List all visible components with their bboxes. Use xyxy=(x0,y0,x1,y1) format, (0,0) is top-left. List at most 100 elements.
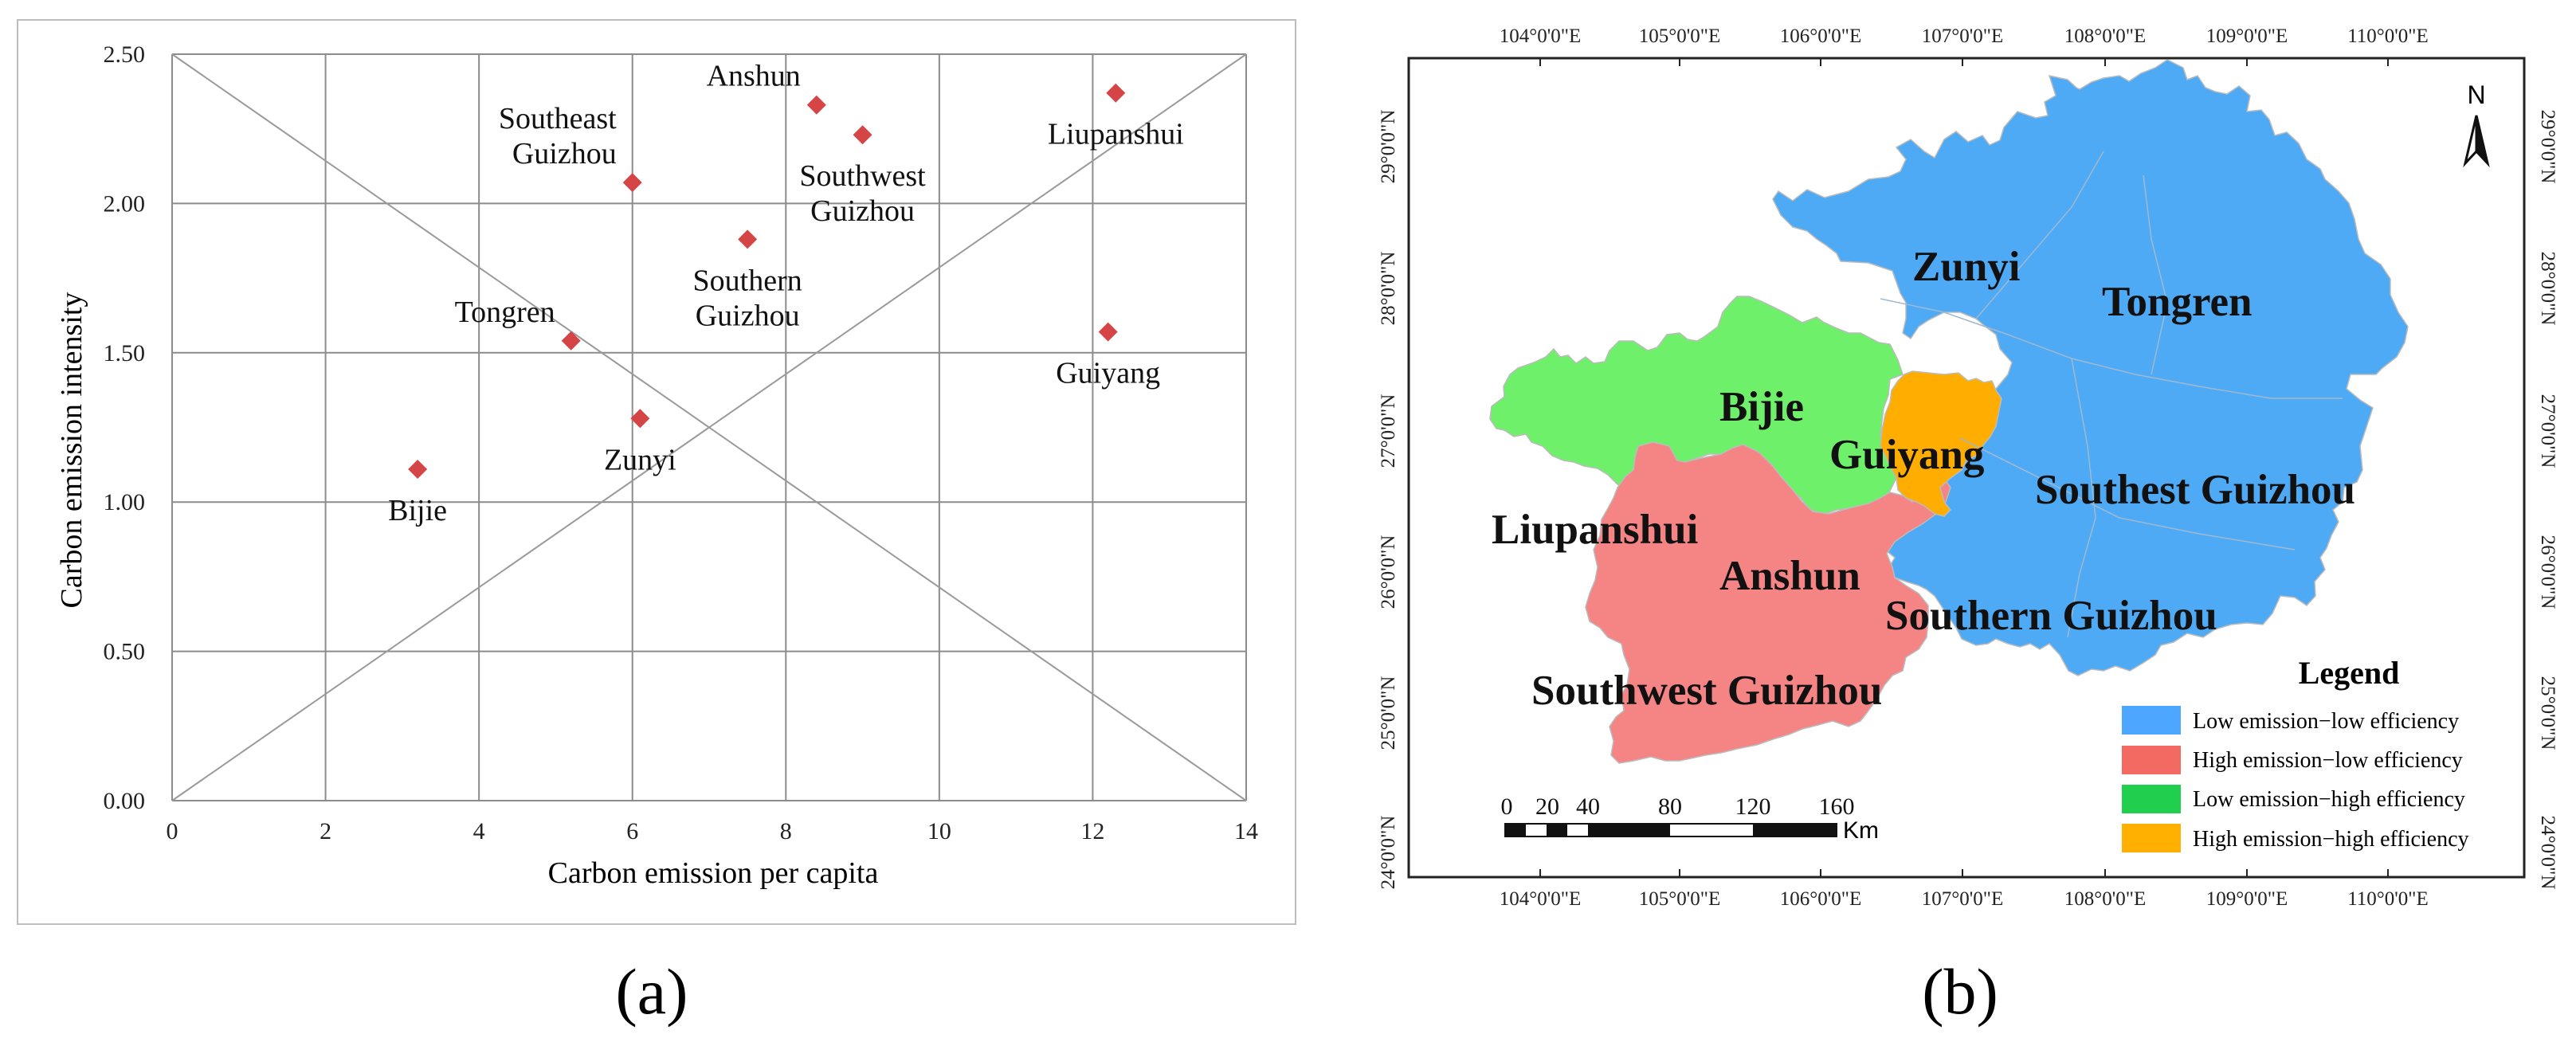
data-point-marker xyxy=(408,459,428,479)
y-tick-label: 0.50 xyxy=(104,639,146,665)
lat-label: 28°0'0"N xyxy=(1378,252,1399,326)
region-label-bijie: Bijie xyxy=(1719,384,1804,430)
lat-label: 24°0'0"N xyxy=(1378,816,1399,890)
lat-label: 29°0'0"N xyxy=(2537,110,2558,184)
lat-label: 27°0'0"N xyxy=(2537,394,2558,468)
region-label-southwest-guizhou: Southwest Guizhou xyxy=(1531,668,1882,714)
lat-label: 25°0'0"N xyxy=(2537,676,2558,750)
scale-label: 20 xyxy=(1535,793,1559,820)
lon-label: 105°0'0"E xyxy=(1639,888,1720,910)
lon-labels-bottom: 104°0'0"E 105°0'0"E 106°0'0"E 107°0'0"E … xyxy=(1500,888,2429,910)
lat-labels-left: 24°0'0"N 25°0'0"N 26°0'0"N 27°0'0"N 28°0… xyxy=(1378,110,1399,890)
x-tick-label: 0 xyxy=(167,818,178,844)
data-points: BijieZunyiTongrenSouthernGuizhouSoutheas… xyxy=(388,60,1184,527)
x-axis-title: Carbon emission per capita xyxy=(548,856,879,890)
panel-a: 0 2 4 6 8 10 12 14 0.00 0.50 1.00 1.50 2.00 2.50 Biji… xyxy=(17,19,1296,1028)
lon-label: 107°0'0"E xyxy=(1922,25,2003,47)
chart-frame xyxy=(17,19,1296,925)
north-arrow-icon: N xyxy=(2463,80,2490,168)
lon-label: 110°0'0"E xyxy=(2347,25,2429,47)
y-tick-label: 1.50 xyxy=(104,340,146,366)
y-axis-title: Carbon emission intensity xyxy=(55,292,88,609)
data-point-marker xyxy=(1098,322,1118,342)
legend-title: Legend xyxy=(2299,655,2400,691)
lat-label: 25°0'0"N xyxy=(1378,676,1399,750)
data-point-label: Guizhou xyxy=(512,137,617,170)
x-tick-label: 14 xyxy=(1234,818,1258,844)
lat-labels-right: 24°0'0"N 25°0'0"N 26°0'0"N 27°0'0"N 28°0… xyxy=(2537,110,2558,890)
chart-grid xyxy=(171,53,1247,801)
x-tick-label: 10 xyxy=(927,818,951,844)
map-legend: Legend Low emission−low efficiency High … xyxy=(2122,655,2469,852)
data-point-label: Guiyang xyxy=(1056,357,1160,390)
lon-label: 109°0'0"E xyxy=(2206,888,2288,910)
data-point-label: Southwest xyxy=(799,159,926,193)
y-tick-label: 2.00 xyxy=(104,190,146,217)
region-label-southern-guizhou: Southern Guizhou xyxy=(1885,593,2217,639)
x-tick-label: 2 xyxy=(320,818,331,844)
lon-label: 110°0'0"E xyxy=(2347,888,2429,910)
internal-boundaries xyxy=(1880,151,2343,638)
map-regions xyxy=(1489,59,2409,764)
data-point-label: Bijie xyxy=(388,494,447,527)
region-high-emission-high-efficiency xyxy=(1880,370,2002,517)
scale-label: 0 xyxy=(1501,793,1513,820)
data-point-label: Anshun xyxy=(707,60,801,93)
lat-label: 27°0'0"N xyxy=(1378,394,1399,468)
lat-label: 26°0'0"N xyxy=(2537,535,2558,609)
data-point-label: Liupanshui xyxy=(1048,118,1184,151)
lon-label: 106°0'0"E xyxy=(1780,25,1861,47)
scale-label: 40 xyxy=(1576,793,1600,820)
lon-label: 109°0'0"E xyxy=(2206,25,2288,47)
data-point-marker xyxy=(1106,83,1126,103)
scale-bar: 0 20 40 80 120 160 Km xyxy=(1501,793,1880,844)
lon-label: 108°0'0"E xyxy=(2064,25,2146,47)
y-tick-label: 2.50 xyxy=(104,41,146,68)
legend-label: High emission−high efficiency xyxy=(2193,827,2469,852)
legend-label: Low emission−high efficiency xyxy=(2193,787,2465,812)
panel-a-caption: (a) xyxy=(615,955,688,1028)
region-label-liupanshui: Liupanshui xyxy=(1492,507,1698,553)
data-point-label: Southeast xyxy=(499,102,617,135)
data-point-marker xyxy=(738,229,758,249)
scale-unit: Km xyxy=(1843,817,1879,844)
lon-label: 105°0'0"E xyxy=(1639,25,1720,47)
legend-swatch xyxy=(2122,824,2181,852)
data-point-label: Guizhou xyxy=(696,299,800,332)
region-label-southeast-guizhou: Southest Guizhou xyxy=(2035,467,2355,513)
x-tick-label: 4 xyxy=(473,818,485,844)
y-tick-label: 0.00 xyxy=(104,788,146,814)
legend-swatch xyxy=(2122,746,2181,774)
data-point-marker xyxy=(806,95,826,115)
data-point-marker xyxy=(630,409,650,429)
region-label-guiyang: Guiyang xyxy=(1829,432,1984,478)
y-tick-label: 1.00 xyxy=(104,489,146,515)
scale-label: 160 xyxy=(1819,793,1855,820)
lat-label: 24°0'0"N xyxy=(2537,816,2558,890)
x-tick-label: 6 xyxy=(626,818,638,844)
panel-b-caption: (b) xyxy=(1922,955,1998,1028)
lon-label: 106°0'0"E xyxy=(1780,888,1861,910)
data-point-marker xyxy=(622,173,642,193)
data-point-marker xyxy=(561,331,581,351)
legend-swatch xyxy=(2122,785,2181,813)
reference-line xyxy=(171,53,1247,801)
lon-label: 104°0'0"E xyxy=(1500,888,1581,910)
lat-label: 26°0'0"N xyxy=(1378,535,1399,609)
lon-label: 104°0'0"E xyxy=(1500,25,1581,47)
lon-label: 107°0'0"E xyxy=(1922,888,2003,910)
region-label-zunyi: Zunyi xyxy=(1912,244,2021,290)
data-point-label: Guizhou xyxy=(810,194,915,228)
scale-label: 120 xyxy=(1735,793,1771,820)
lat-label: 29°0'0"N xyxy=(1378,110,1399,184)
region-label-anshun: Anshun xyxy=(1719,553,1860,599)
reference-lines xyxy=(171,53,1247,801)
chart-axes: 0 2 4 6 8 10 12 14 0.00 0.50 1.00 1.50 2.00 2.50 xyxy=(104,41,1259,844)
frame-ticks xyxy=(1539,58,2389,877)
scale-label: 80 xyxy=(1658,793,1682,820)
x-tick-label: 12 xyxy=(1080,818,1104,844)
lon-labels-top: 104°0'0"E 105°0'0"E 106°0'0"E 107°0'0"E … xyxy=(1500,25,2429,47)
lat-label: 28°0'0"N xyxy=(2537,252,2558,326)
data-point-label: Tongren xyxy=(455,296,555,329)
data-point-marker xyxy=(853,125,872,145)
